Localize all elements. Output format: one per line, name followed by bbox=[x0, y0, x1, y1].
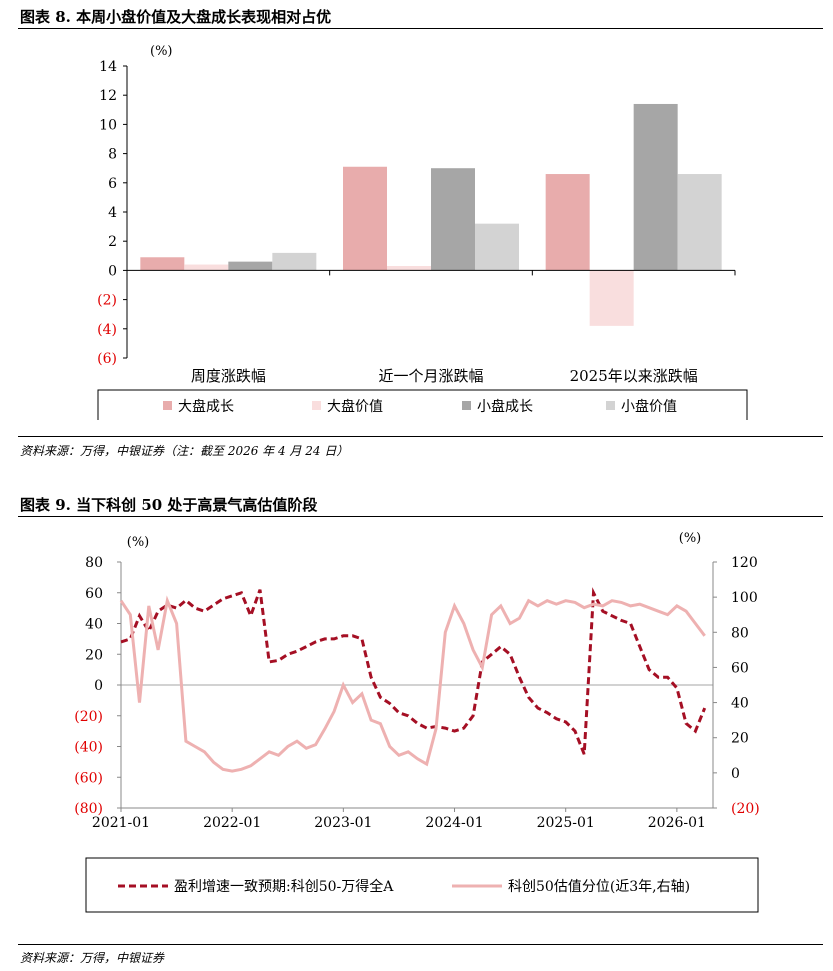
right-tick-label: 80 bbox=[731, 625, 749, 641]
legend-swatch bbox=[606, 401, 615, 410]
left-tick-label: 20 bbox=[85, 647, 103, 663]
bar-chart: (%) 14 12 10 8 6 4 2 0 (2) (4) (6) 周度涨跌幅 近一个月涨跌幅 2025年… bbox=[97, 44, 748, 420]
y-tick-label: 8 bbox=[108, 147, 117, 163]
bar bbox=[677, 174, 722, 271]
bar bbox=[228, 261, 273, 271]
left-tick-label: 80 bbox=[85, 555, 103, 571]
legend-label: 大盘成长 bbox=[178, 398, 234, 415]
legend-label: 科创50估值分位(近3年,右轴) bbox=[508, 879, 690, 895]
left-tick-label: (60) bbox=[74, 770, 103, 786]
bar bbox=[431, 168, 475, 271]
legend-swatch bbox=[163, 401, 172, 410]
left-tick-label: (20) bbox=[74, 709, 103, 725]
x-category-label: 周度涨跌幅 bbox=[191, 367, 266, 385]
figure-8-source: 资料来源：万得，中银证券（注：截至 2026 年 4 月 24 日） bbox=[20, 444, 349, 458]
bar bbox=[589, 270, 634, 326]
right-tick-label: 120 bbox=[731, 555, 758, 571]
y-tick-label: 14 bbox=[99, 59, 117, 75]
figure-8-bottom-rule bbox=[18, 436, 823, 437]
legend-box bbox=[85, 857, 759, 913]
figure-9-title: 图表 9. 当下科创 50 处于高景气高估值阶段 bbox=[20, 496, 318, 514]
bar bbox=[184, 264, 229, 271]
x-category-label: 近一个月涨跌幅 bbox=[378, 367, 483, 385]
figure-9-top-rule bbox=[18, 516, 823, 517]
right-tick-label: 20 bbox=[731, 731, 749, 747]
figure-9-source: 资料来源：万得，中银证券 bbox=[20, 951, 165, 965]
bar bbox=[343, 166, 387, 271]
y-tick-label: 10 bbox=[99, 117, 117, 133]
legend-swatch bbox=[462, 401, 471, 410]
x-tick-label: 2021-01 bbox=[92, 815, 150, 831]
figure-9-bottom-rule bbox=[18, 944, 823, 945]
x-tick-label: 2023-01 bbox=[314, 815, 372, 831]
x-tick-label: 2025-01 bbox=[537, 815, 595, 831]
y-tick-label: (4) bbox=[97, 322, 117, 338]
y-tick-label: 6 bbox=[108, 176, 117, 192]
legend-box bbox=[97, 389, 748, 420]
legend-label: 大盘价值 bbox=[327, 398, 383, 415]
bar bbox=[545, 174, 590, 271]
earnings-growth-line bbox=[120, 587, 707, 755]
y-tick-label: 0 bbox=[108, 263, 117, 279]
left-tick-label: (40) bbox=[74, 740, 103, 756]
bar bbox=[272, 252, 317, 271]
legend-label: 小盘价值 bbox=[621, 398, 677, 415]
y-unit-label: (%) bbox=[150, 44, 173, 59]
y-tick-label: (2) bbox=[97, 293, 117, 309]
right-tick-label: 60 bbox=[731, 660, 749, 676]
bar bbox=[387, 266, 431, 271]
left-tick-label: (80) bbox=[74, 801, 103, 817]
legend-swatch bbox=[312, 401, 321, 410]
legend-label: 小盘成长 bbox=[477, 398, 533, 415]
legend-label: 盈利增速一致预期:科创50-万得全A bbox=[174, 878, 394, 895]
left-unit-label: (%) bbox=[127, 535, 150, 550]
right-tick-label: 100 bbox=[731, 590, 758, 606]
y-tick-label: 4 bbox=[108, 205, 117, 221]
figure-8-title: 图表 8. 本周小盘价值及大盘成长表现相对占优 bbox=[20, 8, 332, 26]
right-unit-label: (%) bbox=[679, 531, 702, 546]
valuation-percentile-line bbox=[119, 595, 706, 773]
right-tick-label: 0 bbox=[731, 766, 740, 782]
right-tick-label: (20) bbox=[731, 801, 760, 817]
y-tick-label: (6) bbox=[97, 351, 117, 367]
bar bbox=[633, 103, 678, 271]
x-tick-label: 2022-01 bbox=[203, 815, 261, 831]
x-tick-label: 2026-01 bbox=[648, 815, 706, 831]
bar bbox=[140, 257, 185, 271]
y-tick-label: 12 bbox=[99, 88, 117, 104]
x-category-label: 2025年以来涨跌幅 bbox=[570, 367, 698, 385]
y-tick-label: 2 bbox=[108, 234, 117, 250]
line-chart: (%) (%) 80 60 40 20 0 (20) (40) (60) (80) 120 100 80 6… bbox=[74, 531, 760, 913]
left-tick-label: 60 bbox=[85, 586, 103, 602]
left-tick-label: 0 bbox=[94, 678, 103, 694]
x-tick-label: 2024-01 bbox=[425, 815, 483, 831]
right-tick-label: 40 bbox=[731, 696, 749, 712]
bar bbox=[475, 223, 519, 271]
figure-8-top-rule bbox=[18, 28, 823, 29]
left-tick-label: 40 bbox=[85, 617, 103, 633]
